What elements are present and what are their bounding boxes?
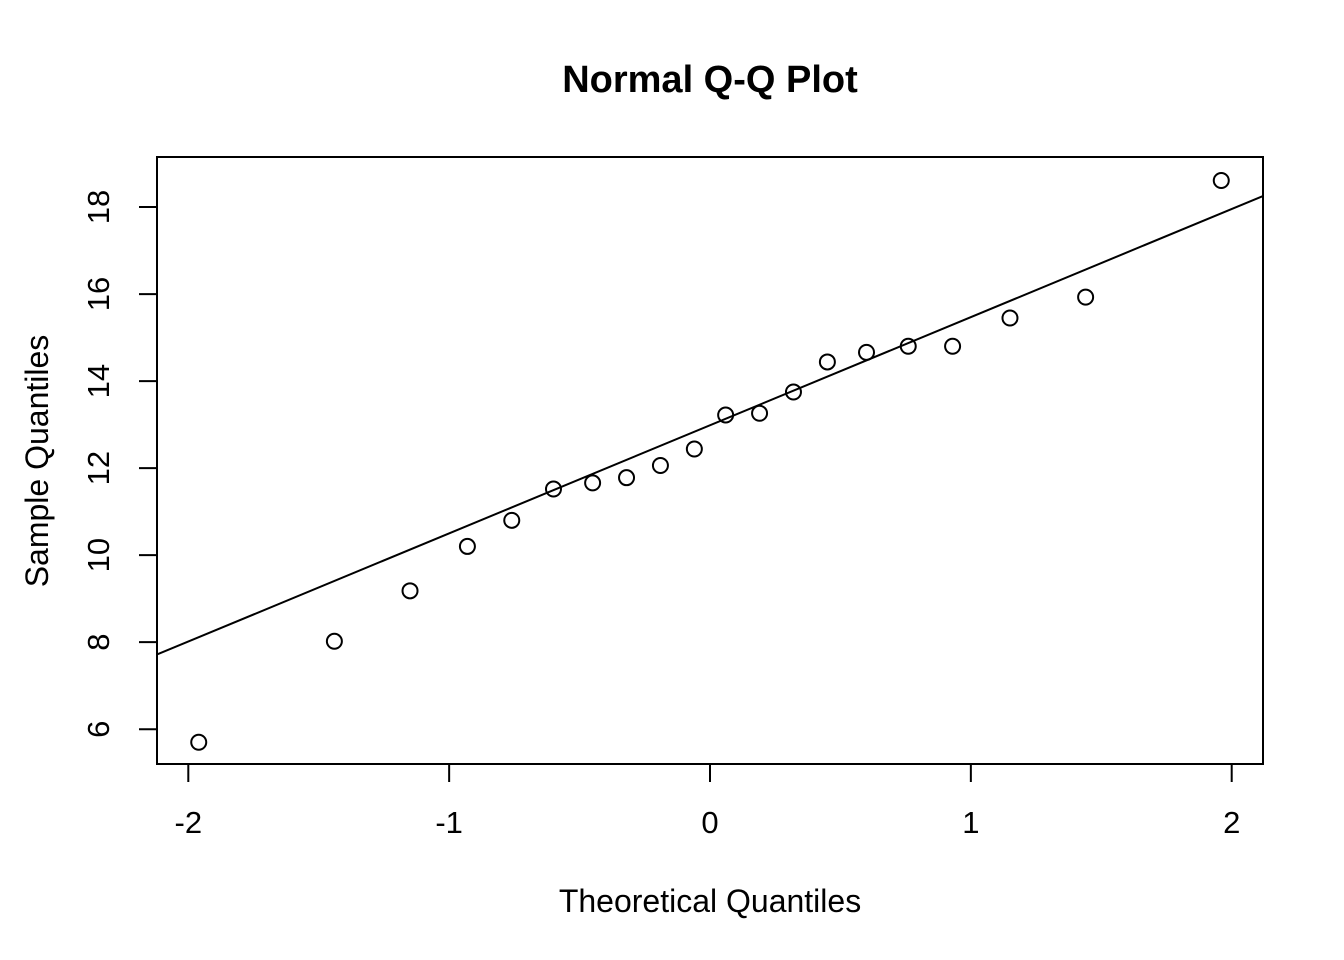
y-tick-label: 10 (81, 538, 116, 572)
x-tick-label: -1 (435, 805, 463, 840)
y-tick-label: 18 (81, 190, 116, 224)
data-point (401, 582, 419, 600)
data-point (325, 632, 343, 650)
data-point (685, 440, 703, 458)
chart-title: Normal Q-Q Plot (562, 59, 858, 101)
data-point (944, 337, 962, 355)
x-tick-label: 1 (962, 805, 979, 840)
data-point (1212, 171, 1230, 189)
data-point (751, 404, 769, 422)
plot-frame (156, 156, 1264, 765)
data-point (717, 406, 735, 424)
data-point (651, 457, 669, 475)
reference-line (157, 195, 1263, 656)
data-point (584, 474, 602, 492)
y-tick-label: 12 (81, 451, 116, 485)
data-point (818, 353, 836, 371)
data-point (544, 480, 562, 498)
x-tick-label: -2 (175, 805, 203, 840)
data-point (1077, 288, 1095, 306)
y-tick-label: 16 (81, 277, 116, 311)
data-point (618, 469, 636, 487)
data-point (458, 537, 476, 555)
x-tick-label: 2 (1223, 805, 1240, 840)
data-point (503, 511, 521, 529)
data-point (1001, 309, 1019, 327)
y-tick-label: 6 (81, 721, 116, 738)
x-axis-title: Theoretical Quantiles (559, 883, 861, 919)
y-axis-title: Sample Quantiles (19, 335, 55, 588)
data-point (858, 343, 876, 361)
data-point (899, 337, 917, 355)
y-tick-label: 14 (81, 364, 116, 398)
y-tick-label: 8 (81, 634, 116, 651)
data-point (784, 383, 802, 401)
data-point (190, 733, 208, 751)
x-tick-label: 0 (701, 805, 718, 840)
